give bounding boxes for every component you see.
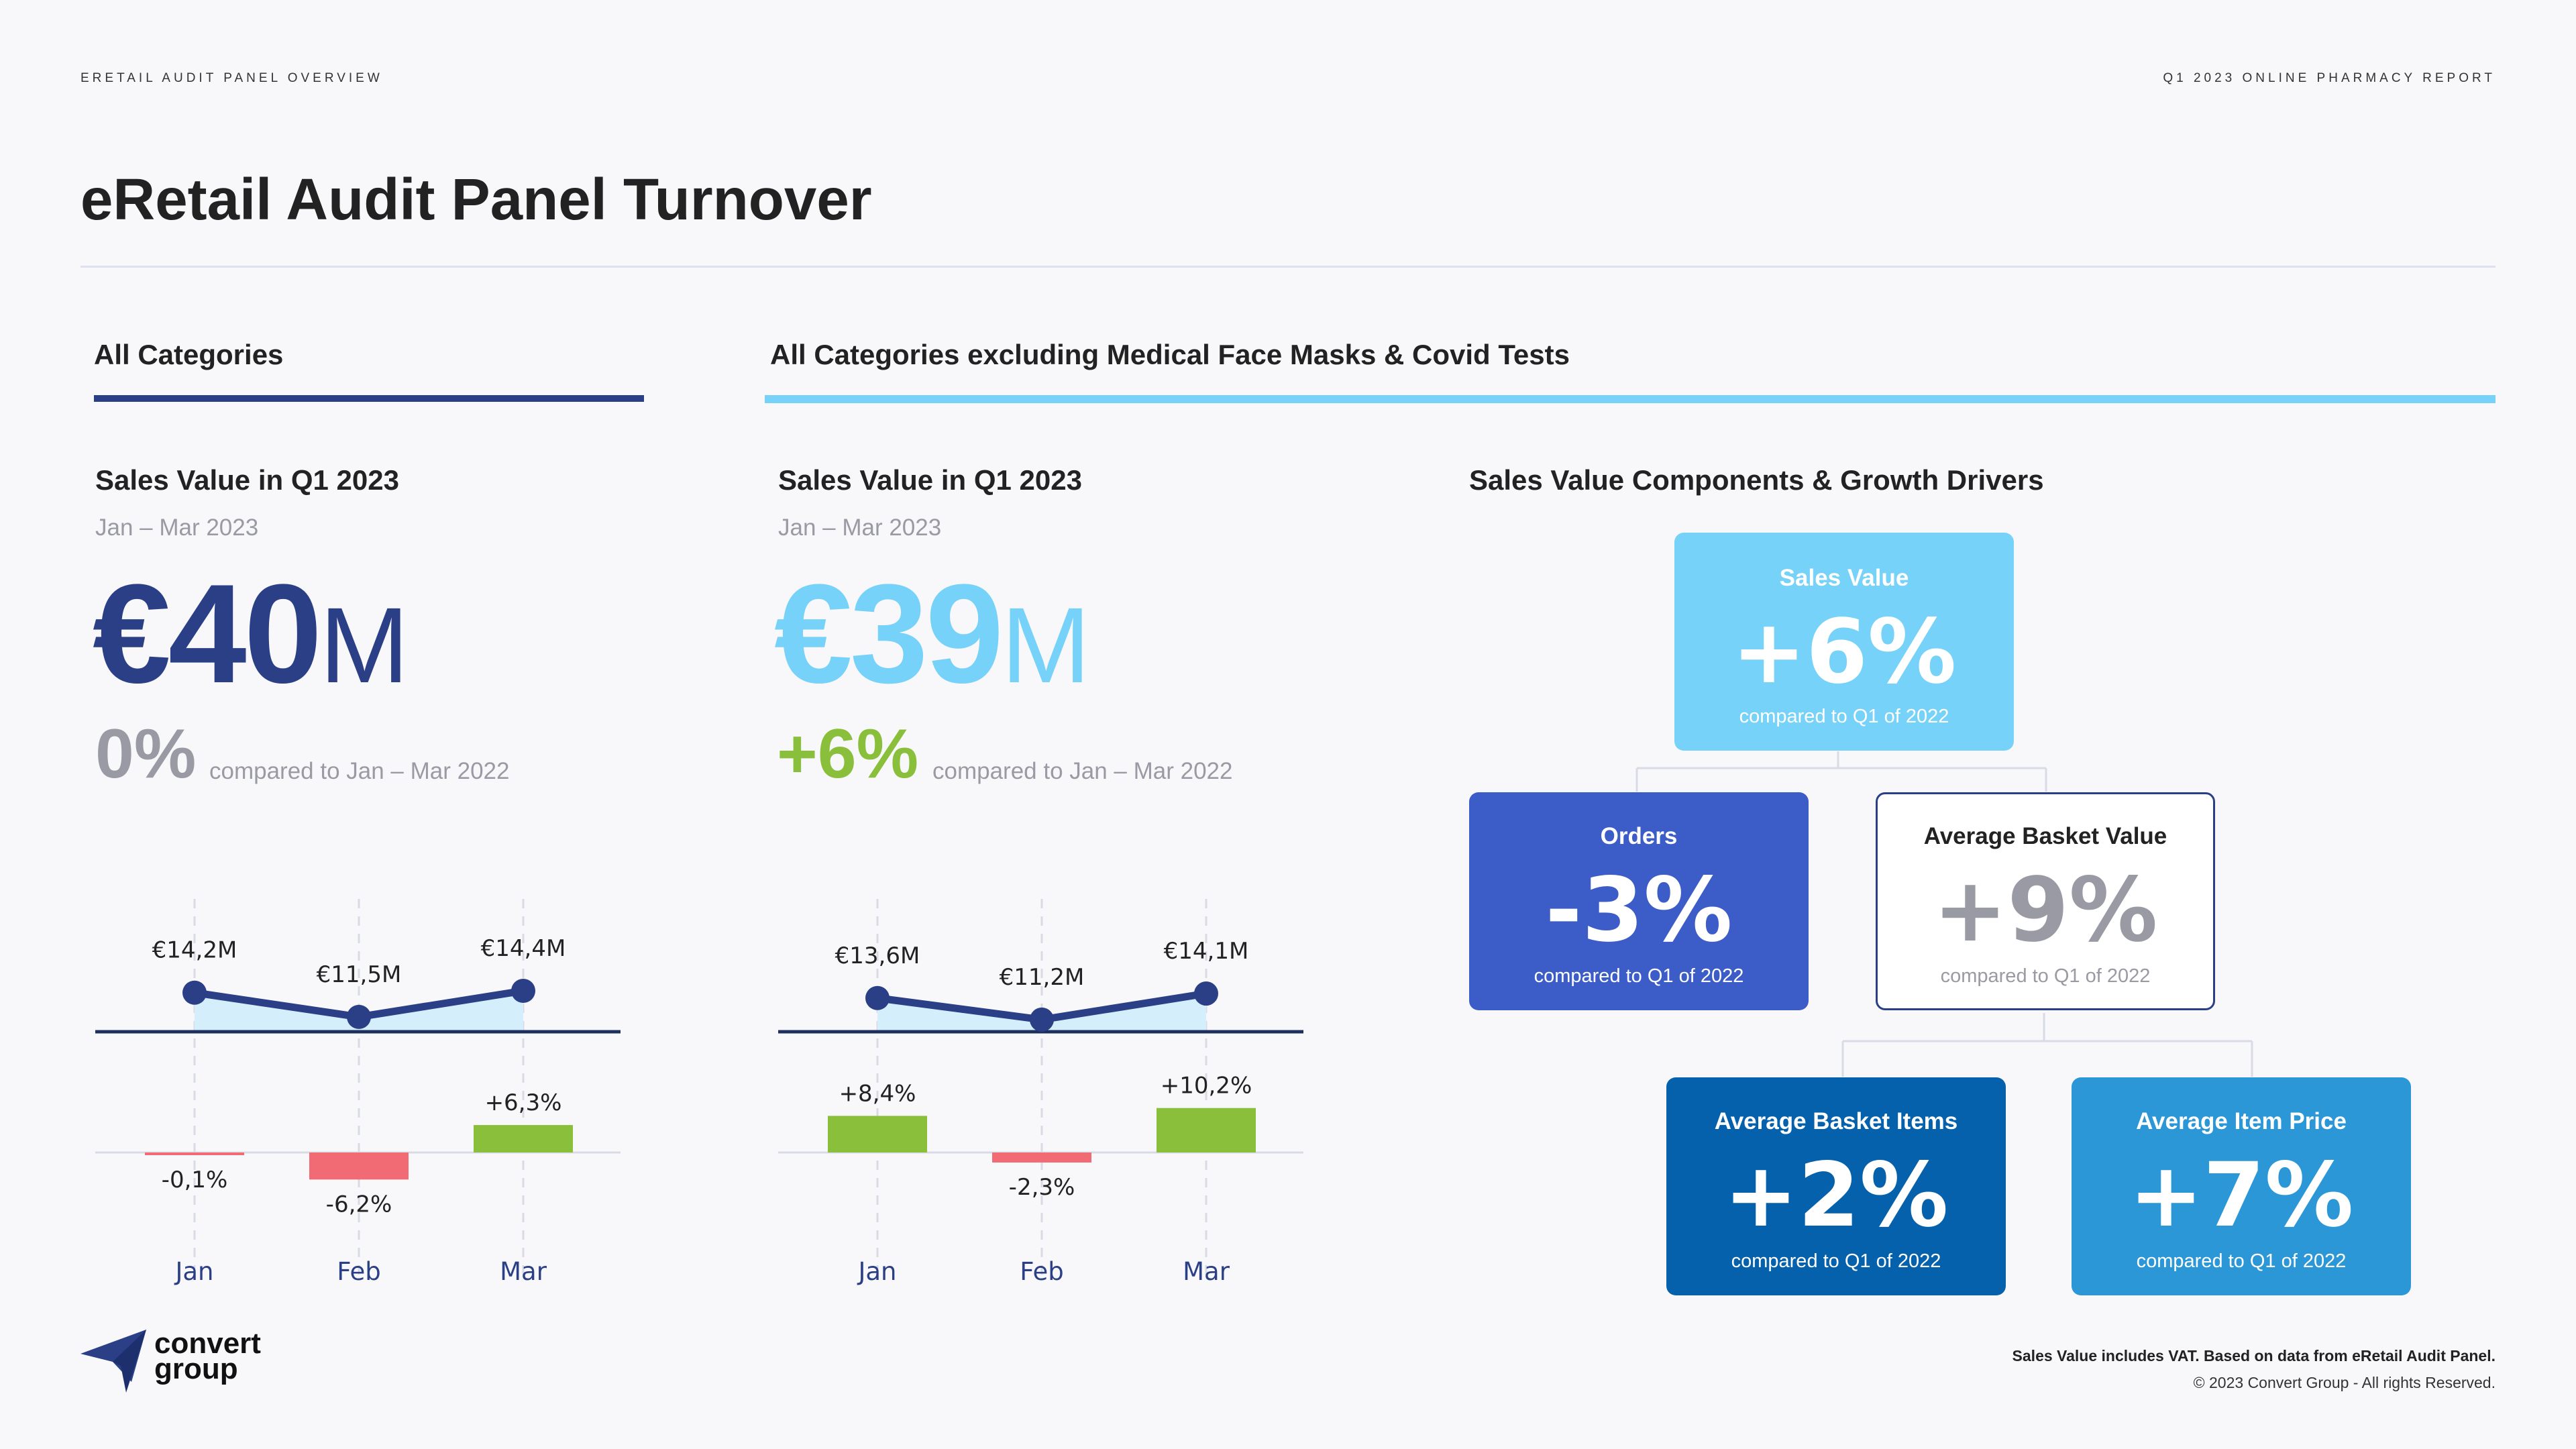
footer-note: Sales Value includes VAT. Based on data … (2012, 1347, 2496, 1364)
title-divider (80, 266, 2496, 268)
sales-point-mar (511, 979, 535, 1004)
basket-value-title: Average Basket Value (1923, 823, 2167, 849)
month-label-jan: Jan (174, 1257, 213, 1286)
sales-point-feb (347, 1004, 371, 1029)
panel1-monthly-chart: €14,2M €11,5M €14,4M -0,1% -6,2% +6,3% Jan Feb M… (95, 899, 621, 1286)
panel1-value-number: €40 (93, 555, 322, 712)
basket-value-box: Average Basket Value +9% compared to Q1 … (1876, 792, 2215, 1010)
convert-group-logo: convert group (79, 1327, 294, 1401)
sales-point-feb (1030, 1007, 1054, 1032)
sales-point-jan (182, 980, 207, 1005)
panel1-date: Jan – Mar 2023 (95, 515, 259, 541)
sales-area (877, 994, 1206, 1032)
orders-compare: compared to Q1 of 2022 (1534, 965, 1744, 987)
sales-point-jan (865, 985, 890, 1010)
section-all-underline (94, 395, 644, 402)
growth-label-mar: +10,2% (1161, 1073, 1252, 1099)
sales-label-feb: €11,2M (1000, 964, 1085, 991)
basket-value-compare: compared to Q1 of 2022 (1940, 965, 2151, 987)
panel2-total-value: €39M (774, 564, 1091, 705)
basket-items-title: Average Basket Items (1714, 1108, 1958, 1134)
growth-label-feb: -6,2% (326, 1191, 392, 1218)
sales-label-jan: €13,6M (835, 943, 920, 969)
growth-label-jan: -0,1% (162, 1167, 228, 1193)
item-price-change: +7% (2129, 1144, 2354, 1247)
driver-tree-connectors (1635, 751, 2253, 1077)
growth-bar-feb (992, 1152, 1091, 1163)
sales-area (195, 991, 523, 1032)
sales-point-mar (1194, 981, 1218, 1006)
panel2-compare: compared to Jan – Mar 2022 (932, 758, 1233, 784)
growth-bar-jan (828, 1116, 927, 1152)
month-label-jan: Jan (857, 1257, 896, 1286)
sales-label-mar: €14,1M (1164, 938, 1249, 965)
growth-label-mar: +6,3% (485, 1089, 562, 1116)
basket-items-compare: compared to Q1 of 2022 (1731, 1250, 1941, 1272)
panel2-subtitle: Sales Value in Q1 2023 (778, 464, 1082, 496)
panel2-monthly-chart: €13,6M €11,2M €14,1M +8,4% -2,3% +10,2% Jan Feb… (778, 899, 1303, 1286)
panel1-total-value: €40M (93, 564, 409, 705)
month-label-mar: Mar (1183, 1257, 1230, 1286)
orders-title: Orders (1600, 823, 1678, 849)
orders-box: Orders -3% compared to Q1 of 2022 (1469, 792, 1809, 1010)
month-label-feb: Feb (1020, 1257, 1064, 1286)
sales-value-title: Sales Value (1779, 565, 1909, 591)
basket-items-change: +2% (1723, 1144, 1949, 1247)
drivers-title: Sales Value Components & Growth Drivers (1469, 464, 2044, 496)
section-all-categories: All Categories (94, 339, 284, 370)
panel2-change: +6% (777, 715, 919, 793)
basket-value-change: +9% (1933, 859, 2158, 962)
panel1-value-unit: M (319, 585, 409, 705)
footer-copyright: © 2023 Convert Group - All rights Reserv… (2193, 1374, 2496, 1391)
growth-bar-mar (1157, 1108, 1256, 1152)
growth-label-feb: -2,3% (1009, 1174, 1075, 1201)
panel1-subtitle: Sales Value in Q1 2023 (95, 464, 399, 496)
growth-bar-jan (145, 1152, 244, 1155)
growth-bar-feb (309, 1152, 409, 1180)
section-excluding-masks: All Categories excluding Medical Face Ma… (770, 339, 1570, 370)
report-name-label: Q1 2023 ONLINE PHARMACY REPORT (2163, 71, 2496, 85)
panel2-value-number: €39 (774, 555, 1004, 712)
item-price-compare: compared to Q1 of 2022 (2136, 1250, 2347, 1272)
basket-items-box: Average Basket Items +2% compared to Q1 … (1666, 1077, 2006, 1295)
sales-label-jan: €14,2M (152, 937, 237, 964)
sales-label-feb: €11,5M (317, 961, 402, 988)
sales-value-change: +6% (1731, 600, 1957, 704)
growth-bar-mar (474, 1125, 573, 1152)
section-excluding-underline (765, 395, 2496, 403)
growth-label-jan: +8,4% (839, 1080, 916, 1107)
panel1-change: 0% (95, 715, 197, 793)
report-section-label: ERETAIL AUDIT PANEL OVERVIEW (80, 71, 383, 85)
paper-plane-icon (80, 1330, 146, 1393)
page-title: eRetail Audit Panel Turnover (80, 167, 872, 232)
month-label-mar: Mar (500, 1257, 547, 1286)
orders-change: -3% (1545, 859, 1733, 962)
month-label-feb: Feb (337, 1257, 381, 1286)
sales-value-compare: compared to Q1 of 2022 (1739, 706, 1949, 727)
panel2-date: Jan – Mar 2023 (778, 515, 942, 541)
sales-value-box: Sales Value +6% compared to Q1 of 2022 (1674, 533, 2014, 751)
item-price-title: Average Item Price (2136, 1108, 2347, 1134)
panel2-value-unit: M (1001, 585, 1090, 705)
logo-text-convert: convert (154, 1327, 261, 1360)
item-price-box: Average Item Price +7% compared to Q1 of… (2072, 1077, 2411, 1295)
logo-text-group: group (154, 1352, 238, 1385)
panel1-compare: compared to Jan – Mar 2022 (209, 758, 510, 784)
sales-label-mar: €14,4M (481, 935, 566, 962)
